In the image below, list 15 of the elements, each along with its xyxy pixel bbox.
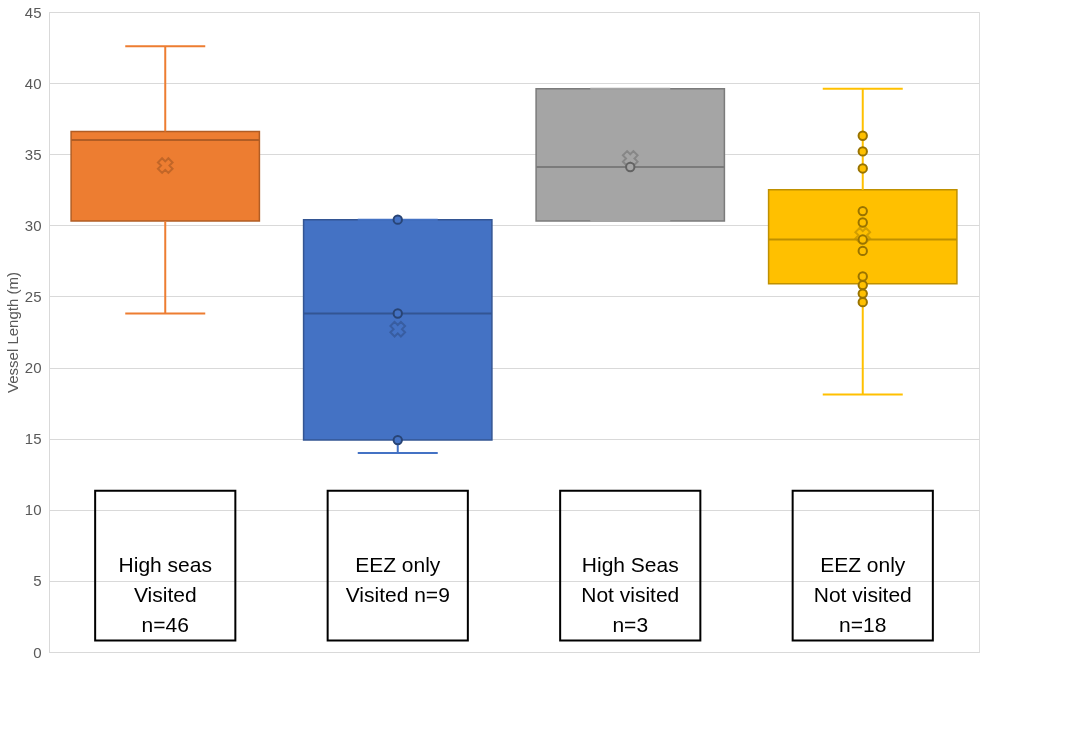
y-tick-label: 0 — [33, 643, 42, 661]
x-tick-label: EEZ only Not visited n=18 — [813, 552, 912, 636]
y-tick-label: 20 — [24, 359, 42, 377]
x-tick-label: High seas Visited n=46 — [118, 552, 212, 636]
y-tick-label: 40 — [24, 74, 42, 92]
y-tick-label: 10 — [24, 501, 42, 519]
y-tick-label: 45 — [24, 3, 42, 21]
y-tick-label: 5 — [33, 572, 42, 590]
y-axis-title: Vessel Length (m) — [3, 272, 21, 393]
x-tick-label: EEZ only Visited n=9 — [345, 552, 450, 606]
x-tick-label: High Seas Not visited n=3 — [581, 552, 680, 636]
y-tick-label: 15 — [24, 430, 42, 448]
y-tick-label: 35 — [24, 145, 42, 163]
y-tick-label: 25 — [24, 287, 42, 305]
y-tick-label: 30 — [24, 216, 42, 234]
